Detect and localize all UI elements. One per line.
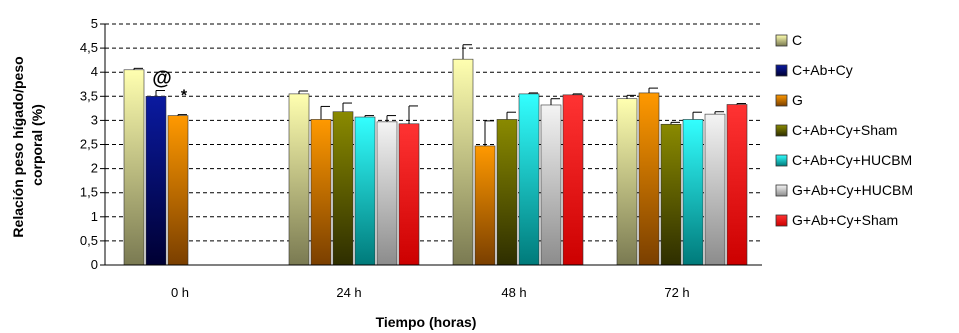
bar bbox=[518, 93, 540, 266]
axes bbox=[100, 23, 762, 266]
bar bbox=[660, 123, 682, 266]
y-tick-label: 5 bbox=[91, 16, 98, 31]
x-tick-label: 0 h bbox=[171, 285, 189, 300]
y-tick-label: 2 bbox=[91, 161, 98, 176]
legend-label: C+Ab+Cy bbox=[792, 62, 853, 78]
bar bbox=[167, 115, 189, 266]
bar bbox=[638, 92, 660, 266]
bar bbox=[310, 119, 332, 266]
legend-label: C+Ab+Cy+HUCBM bbox=[792, 152, 912, 168]
legend-swatch bbox=[775, 94, 788, 107]
bar bbox=[474, 145, 496, 266]
bar bbox=[704, 113, 726, 266]
legend-label: C+Ab+Cy+Sham bbox=[792, 122, 897, 138]
y-tick-label: 1,5 bbox=[80, 185, 98, 200]
bar bbox=[540, 104, 562, 266]
legend-swatch bbox=[775, 34, 788, 47]
legend-label: G+Ab+Cy+HUCBM bbox=[792, 182, 913, 198]
bar bbox=[682, 119, 704, 266]
y-axis-title-line-2: corporal (%) bbox=[29, 104, 45, 186]
error-bars bbox=[133, 44, 746, 146]
legend-label: G+Ab+Cy+Sham bbox=[792, 212, 898, 228]
annotation-label: * bbox=[181, 88, 188, 105]
legend-label: G bbox=[792, 92, 803, 108]
x-tick-label: 24 h bbox=[336, 285, 361, 300]
y-tick-label: 3 bbox=[91, 112, 98, 127]
bar bbox=[452, 58, 474, 266]
y-tick-label: 0,5 bbox=[80, 233, 98, 248]
bar bbox=[123, 69, 145, 266]
bar bbox=[496, 119, 518, 266]
y-tick-label: 0 bbox=[91, 257, 98, 272]
x-tick-label: 48 h bbox=[501, 285, 526, 300]
x-tick-label: 72 h bbox=[664, 285, 689, 300]
bar bbox=[562, 94, 584, 266]
bar bbox=[376, 121, 398, 266]
bar bbox=[288, 93, 310, 266]
y-axis-title-line-1: Relación peso hígado/peso bbox=[10, 56, 26, 237]
y-tick-label: 4,5 bbox=[80, 40, 98, 55]
x-axis-title: Tiempo (horas) bbox=[376, 314, 477, 330]
bar bbox=[332, 111, 354, 266]
y-tick-label: 1 bbox=[91, 209, 98, 224]
y-axis-title: Relación peso hígado/peso corporal (%) bbox=[10, 52, 45, 237]
legend-swatch bbox=[775, 64, 788, 77]
legend-swatch bbox=[775, 214, 788, 227]
bars bbox=[123, 58, 748, 266]
y-tick-label: 4 bbox=[91, 64, 98, 79]
bar bbox=[726, 104, 748, 266]
y-tick-label: 3,5 bbox=[80, 88, 98, 103]
bar bbox=[398, 123, 420, 266]
annotations: @* bbox=[152, 68, 188, 105]
legend-swatch bbox=[775, 184, 788, 197]
y-tick-label: 2,5 bbox=[80, 137, 98, 152]
legend-swatch bbox=[775, 124, 788, 137]
bar bbox=[145, 96, 167, 266]
bar bbox=[616, 98, 638, 266]
legend-swatch bbox=[775, 154, 788, 167]
legend: C C+Ab+Cy G C+Ab+Cy+Sham C+Ab+Cy+HUCBM G+Ab+C… bbox=[775, 32, 913, 228]
legend-label: C bbox=[792, 32, 802, 48]
x-tick-labels: 0 h 24 h 48 h 72 h bbox=[171, 285, 690, 300]
bar bbox=[354, 116, 376, 266]
y-tick-labels: 0 0,5 1 1,5 2 2,5 3 3,5 4 4,5 5 bbox=[80, 16, 98, 272]
annotation-label: @ bbox=[152, 68, 172, 90]
